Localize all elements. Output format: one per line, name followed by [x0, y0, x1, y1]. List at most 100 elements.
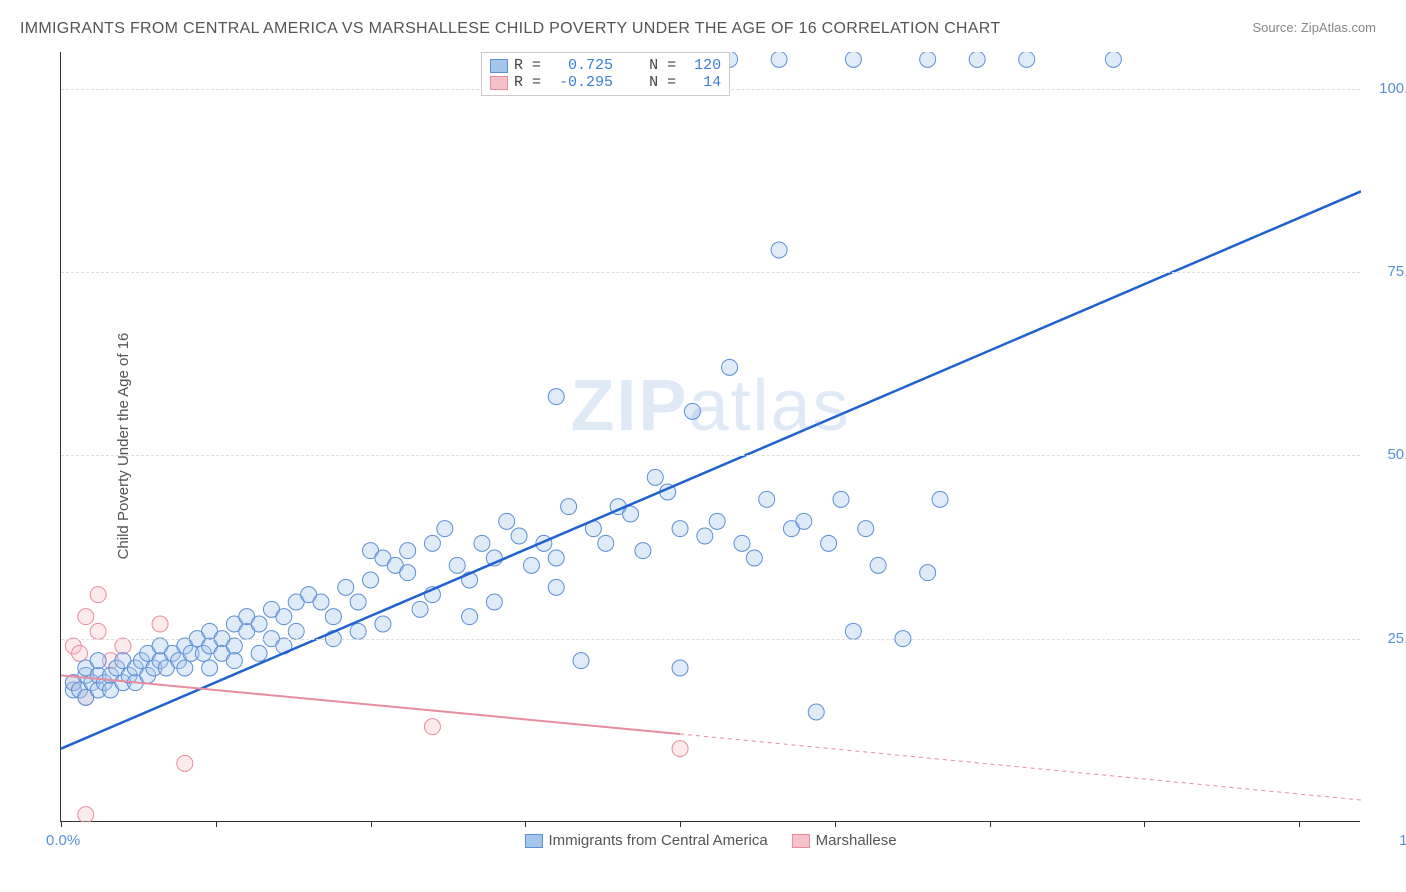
data-point [90, 623, 106, 639]
data-point [722, 359, 738, 375]
y-tick-label: 50.0% [1370, 446, 1406, 463]
legend-swatch-2-icon [792, 834, 810, 848]
data-point [251, 616, 267, 632]
data-point [226, 638, 242, 654]
chart-area: ZIPatlas 25.0%50.0%75.0%100.0% 0.0% 100.… [60, 52, 1360, 822]
data-point [870, 557, 886, 573]
legend-label-2: Marshallese [816, 832, 897, 849]
data-point [734, 535, 750, 551]
data-point [400, 543, 416, 559]
regression-line [680, 734, 1361, 800]
data-point [845, 623, 861, 639]
data-point [759, 491, 775, 507]
data-point [325, 609, 341, 625]
data-point [969, 52, 985, 67]
x-axis-min-label: 0.0% [46, 832, 80, 849]
data-point [845, 52, 861, 67]
data-point [350, 594, 366, 610]
legend-swatch-1-icon [524, 834, 542, 848]
data-point [338, 579, 354, 595]
data-point [709, 513, 725, 529]
data-point [363, 572, 379, 588]
data-point [561, 499, 577, 515]
y-tick-label: 75.0% [1370, 263, 1406, 280]
data-point [115, 638, 131, 654]
regression-line [61, 675, 680, 734]
x-tick [680, 821, 681, 827]
stats-row-2: R = -0.295 N = 14 [490, 74, 721, 91]
data-point [251, 645, 267, 661]
data-point [276, 609, 292, 625]
data-point [771, 52, 787, 67]
data-point [72, 645, 88, 661]
data-point [424, 535, 440, 551]
x-tick [835, 821, 836, 827]
data-point [313, 594, 329, 610]
data-point [400, 565, 416, 581]
data-point [462, 609, 478, 625]
data-point [90, 653, 106, 669]
data-point [833, 491, 849, 507]
y-tick-label: 25.0% [1370, 630, 1406, 647]
data-point [746, 550, 762, 566]
regression-line [61, 191, 1361, 748]
gridline [61, 272, 1360, 273]
data-point [573, 653, 589, 669]
legend-item-1: Immigrants from Central America [524, 832, 767, 849]
data-point [548, 550, 564, 566]
data-point [288, 623, 304, 639]
data-point [226, 653, 242, 669]
data-point [523, 557, 539, 573]
x-axis-max-label: 100.0% [1399, 832, 1406, 849]
bottom-legend: Immigrants from Central America Marshall… [524, 832, 896, 849]
data-point [424, 719, 440, 735]
data-point [548, 579, 564, 595]
data-point [486, 594, 502, 610]
data-point [647, 469, 663, 485]
data-point [623, 506, 639, 522]
data-point [821, 535, 837, 551]
data-point [78, 807, 94, 822]
data-point [672, 521, 688, 537]
data-point [932, 491, 948, 507]
data-point [499, 513, 515, 529]
scatter-svg [61, 52, 1361, 822]
x-tick [1299, 821, 1300, 827]
data-point [672, 741, 688, 757]
data-point [858, 521, 874, 537]
data-point [511, 528, 527, 544]
plot-region: ZIPatlas 25.0%50.0%75.0%100.0% 0.0% 100.… [60, 52, 1360, 822]
data-point [449, 557, 465, 573]
data-point [412, 601, 428, 617]
gridline [61, 455, 1360, 456]
stats-legend: R = 0.725 N = 120 R = -0.295 N = 14 [481, 52, 730, 96]
data-point [771, 242, 787, 258]
data-point [920, 52, 936, 67]
swatch-series1-icon [490, 59, 508, 73]
y-tick-label: 100.0% [1370, 80, 1406, 97]
data-point [796, 513, 812, 529]
data-point [152, 616, 168, 632]
data-point [808, 704, 824, 720]
data-point [598, 535, 614, 551]
data-point [202, 660, 218, 676]
data-point [697, 528, 713, 544]
data-point [350, 623, 366, 639]
gridline [61, 639, 1360, 640]
legend-label-1: Immigrants from Central America [548, 832, 767, 849]
legend-item-2: Marshallese [792, 832, 897, 849]
x-tick [216, 821, 217, 827]
data-point [672, 660, 688, 676]
x-tick [1144, 821, 1145, 827]
page-title: IMMIGRANTS FROM CENTRAL AMERICA VS MARSH… [20, 20, 1000, 38]
data-point [90, 587, 106, 603]
x-tick [990, 821, 991, 827]
data-point [548, 389, 564, 405]
data-point [1019, 52, 1035, 67]
data-point [635, 543, 651, 559]
data-point [1105, 52, 1121, 67]
data-point [437, 521, 453, 537]
x-tick [371, 821, 372, 827]
data-point [920, 565, 936, 581]
data-point [177, 660, 193, 676]
